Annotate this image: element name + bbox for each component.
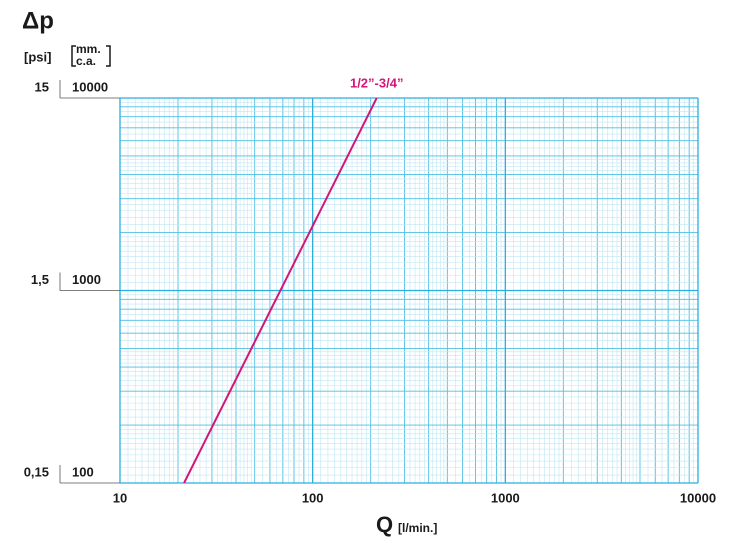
bracket (71, 45, 76, 67)
x-tick-label: 100 (302, 490, 324, 505)
x-unit: [l/min.] (398, 521, 437, 535)
line (183, 97, 378, 484)
y2-unit: [psi] (24, 49, 51, 64)
legend-label: 1/2”-3/4” (350, 75, 403, 90)
y2-tick-label: 0,15 (24, 464, 49, 479)
y-tick-label: 10000 (72, 79, 108, 94)
bracket (106, 45, 111, 67)
y-unit: mm. (76, 42, 101, 56)
y2-tick-label: 1,5 (31, 272, 49, 287)
x-tick-label: 1000 (491, 490, 520, 505)
x-tick-label: 10000 (680, 490, 716, 505)
y-tick-label: 100 (72, 464, 94, 479)
y-label: Δp (22, 7, 54, 34)
y-unit: c.a. (76, 54, 96, 68)
y-tick-label: 1000 (72, 272, 101, 287)
x-tick-label: 10 (113, 490, 127, 505)
x-label: Q (376, 512, 393, 537)
y2-tick-label: 15 (35, 79, 49, 94)
